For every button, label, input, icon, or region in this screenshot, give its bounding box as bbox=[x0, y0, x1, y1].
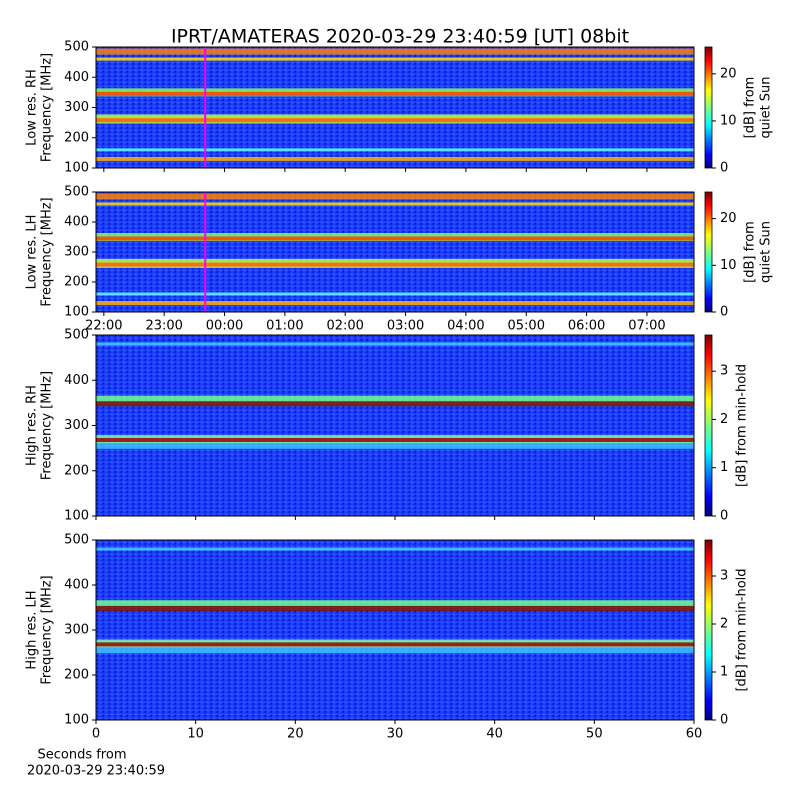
x-axis-label: Seconds from bbox=[37, 748, 126, 763]
y-tick-label: 300 bbox=[64, 418, 89, 433]
spectrogram-band bbox=[96, 148, 694, 152]
spectrogram bbox=[96, 47, 694, 168]
x-tick-label: 10 bbox=[187, 727, 204, 742]
y-tick-label: 300 bbox=[64, 623, 89, 638]
colorbar-tick-label: 0 bbox=[720, 305, 728, 320]
y-axis-label: Low res. LH bbox=[25, 215, 40, 290]
y-axis-label: High res. LH bbox=[25, 590, 40, 669]
y-tick-label: 100 bbox=[64, 509, 89, 524]
y-axis-label: Low res. RH bbox=[25, 69, 40, 146]
y-tick-label: 200 bbox=[64, 130, 89, 145]
x-tick-label: 02:00 bbox=[326, 319, 363, 334]
y-tick-label: 500 bbox=[64, 185, 89, 200]
x-tick-label: 04:00 bbox=[447, 319, 484, 334]
colorbar-tick-label: 2 bbox=[720, 617, 728, 632]
colorbar-tick-label: 0 bbox=[720, 161, 728, 176]
x-tick-label: 22:00 bbox=[85, 319, 122, 334]
y-tick-label: 400 bbox=[64, 70, 89, 85]
y-axis-label: Frequency [MHz] bbox=[40, 197, 55, 306]
colorbar-tick-label: 1 bbox=[720, 460, 728, 475]
y-tick-label: 500 bbox=[64, 328, 89, 343]
x-tick-label: 07:00 bbox=[628, 319, 665, 334]
x-tick-label: 60 bbox=[686, 727, 703, 742]
y-tick-label: 100 bbox=[64, 161, 89, 176]
spectrogram-band bbox=[96, 605, 694, 611]
colorbar-label: [dB] from min-hold bbox=[735, 568, 750, 691]
y-axis-label: High res. RH bbox=[25, 385, 40, 466]
spectrogram-band bbox=[96, 156, 694, 161]
spectrogram-band bbox=[96, 236, 694, 241]
y-tick-label: 100 bbox=[64, 305, 89, 320]
colorbar-label: [dB] from min-hold bbox=[735, 364, 750, 487]
spectrogram-band bbox=[96, 642, 694, 647]
colorbar bbox=[704, 334, 713, 517]
x-tick-label: 06:00 bbox=[568, 319, 605, 334]
y-axis-label: Frequency [MHz] bbox=[40, 53, 55, 162]
colorbar-label: [dB] from bbox=[743, 221, 758, 283]
spectrogram-band bbox=[96, 292, 694, 296]
colorbar-label: quiet Sun bbox=[759, 221, 774, 283]
x-tick-label: 01:00 bbox=[266, 319, 303, 334]
x-tick-label: 50 bbox=[586, 727, 603, 742]
y-axis-label: Frequency [MHz] bbox=[40, 575, 55, 684]
colorbar-tick-label: 20 bbox=[720, 66, 737, 81]
x-tick-label: 00:00 bbox=[206, 319, 243, 334]
x-tick-label: 03:00 bbox=[387, 319, 424, 334]
spectrogram-band bbox=[96, 262, 694, 267]
x-axis-label: 2020-03-29 23:40:59 bbox=[27, 764, 165, 779]
y-tick-label: 100 bbox=[64, 713, 89, 728]
spectrogram-band bbox=[96, 395, 694, 406]
x-tick-label: 30 bbox=[387, 727, 404, 742]
y-tick-label: 200 bbox=[64, 463, 89, 478]
spectrogram-band bbox=[96, 547, 694, 551]
spectrogram-band bbox=[96, 193, 694, 200]
y-axis-label: Frequency [MHz] bbox=[40, 371, 55, 480]
spectrogram-band bbox=[96, 48, 694, 55]
colorbar bbox=[704, 46, 713, 169]
y-tick-label: 500 bbox=[64, 533, 89, 548]
x-tick-label: 23:00 bbox=[145, 319, 182, 334]
y-tick-label: 400 bbox=[64, 578, 89, 593]
y-tick-label: 200 bbox=[64, 275, 89, 290]
y-tick-label: 400 bbox=[64, 373, 89, 388]
y-tick-label: 300 bbox=[64, 245, 89, 260]
spectrogram-band bbox=[96, 118, 694, 123]
colorbar-tick-label: 0 bbox=[720, 509, 728, 524]
spectrogram-band bbox=[96, 202, 694, 206]
x-tick-label: 0 bbox=[92, 727, 100, 742]
spectrogram-band bbox=[96, 442, 694, 449]
chart-title: IPRT/AMATERAS 2020-03-29 23:40:59 [UT] 0… bbox=[171, 26, 629, 48]
spectrogram-band bbox=[96, 437, 694, 442]
spectrogram-band bbox=[96, 647, 694, 654]
colorbar-tick-label: 3 bbox=[720, 364, 728, 379]
y-tick-label: 500 bbox=[64, 40, 89, 55]
spectrogram-band bbox=[96, 301, 694, 305]
colorbar-label: quiet Sun bbox=[759, 76, 774, 138]
colorbar-label: [dB] from bbox=[743, 77, 758, 139]
spectrogram bbox=[96, 192, 694, 312]
spectrogram bbox=[96, 540, 694, 720]
x-tick-label: 20 bbox=[287, 727, 304, 742]
y-tick-label: 300 bbox=[64, 100, 89, 115]
colorbar-tick-label: 2 bbox=[720, 412, 728, 427]
y-tick-label: 400 bbox=[64, 215, 89, 230]
colorbar-tick-label: 1 bbox=[720, 665, 728, 680]
x-tick-label: 40 bbox=[486, 727, 503, 742]
spectrogram-band bbox=[96, 401, 694, 407]
y-tick-label: 200 bbox=[64, 668, 89, 683]
spectrogram-band bbox=[96, 57, 694, 61]
spectrogram-band bbox=[96, 600, 694, 611]
colorbar-tick-label: 3 bbox=[720, 569, 728, 584]
colorbar bbox=[704, 539, 713, 721]
colorbar-tick-label: 20 bbox=[720, 211, 737, 226]
colorbar bbox=[704, 191, 713, 313]
spectrogram bbox=[96, 335, 694, 516]
colorbar-tick-label: 10 bbox=[720, 113, 737, 128]
x-tick-label: 05:00 bbox=[508, 319, 545, 334]
spectrogram-band bbox=[96, 91, 694, 96]
spectrogram-band bbox=[96, 342, 694, 346]
colorbar-tick-label: 0 bbox=[720, 713, 728, 728]
colorbar-tick-label: 10 bbox=[720, 258, 737, 273]
